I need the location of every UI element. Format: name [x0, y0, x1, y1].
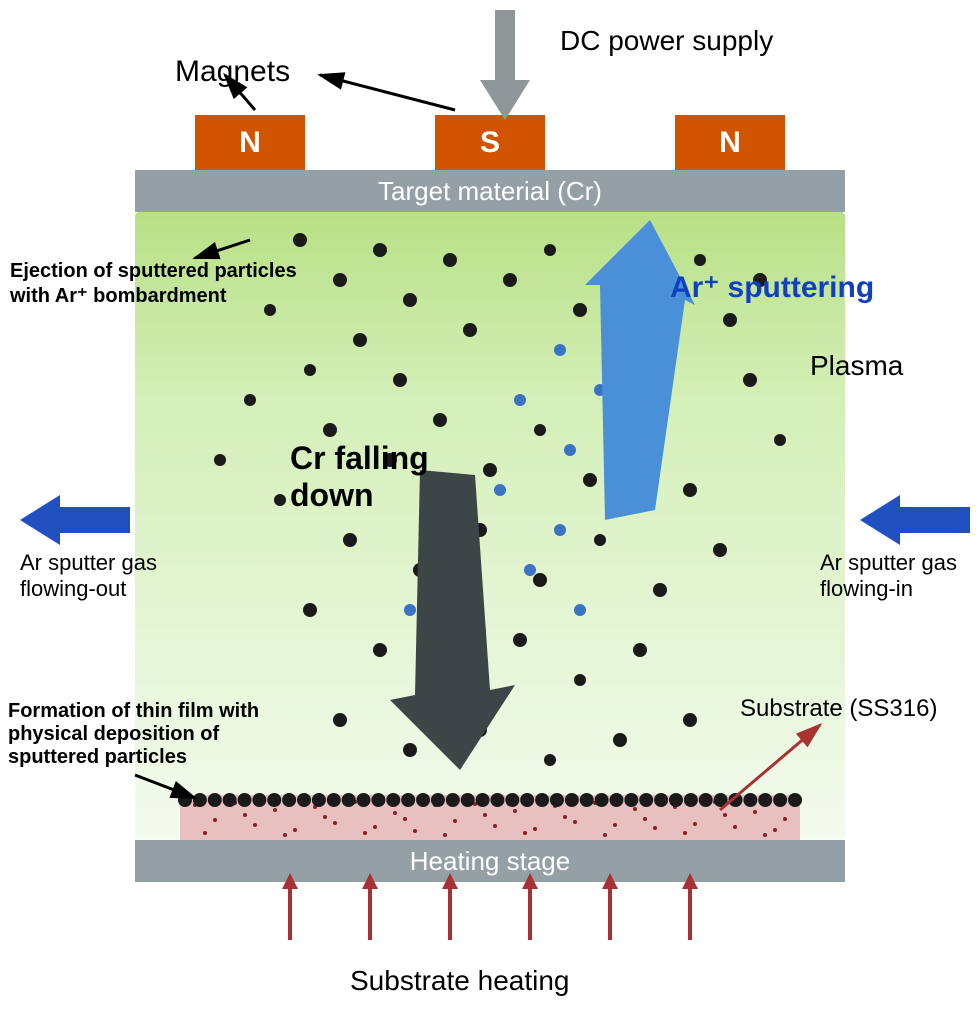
substrate-label: Substrate (SS316)	[740, 695, 937, 723]
formation-label: Formation of thin film with physical dep…	[8, 700, 259, 769]
dc-power-label: DC power supply	[560, 25, 773, 57]
ejection-label: Ejection of sputtered particles with Ar⁺…	[10, 260, 297, 308]
gas-out-label: Ar sputter gas flowing-out	[20, 550, 157, 602]
substrate-heating-label: Substrate heating	[350, 965, 570, 997]
cr-falling-label: Cr falling down	[290, 440, 429, 514]
plasma-label: Plasma	[810, 350, 903, 382]
ar-sputtering-label: Ar⁺ sputtering	[670, 270, 874, 305]
gas-in-label: Ar sputter gas flowing-in	[820, 550, 957, 602]
heating-arrows	[0, 0, 979, 1021]
magnets-label: Magnets	[175, 55, 290, 89]
